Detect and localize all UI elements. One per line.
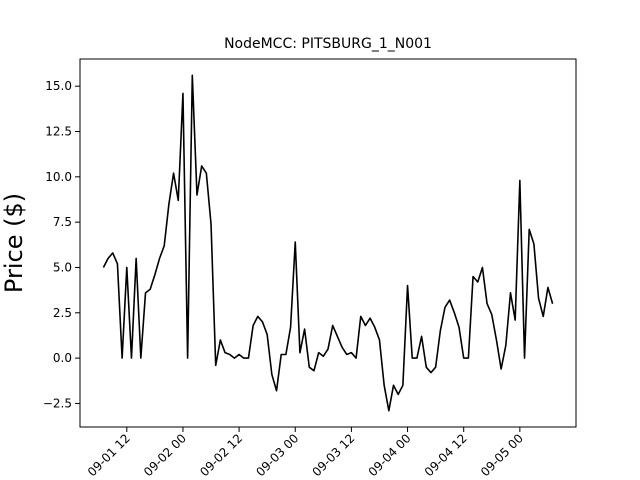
x-tick-label: 09-02 12 <box>197 431 245 479</box>
data-line <box>102 74 554 412</box>
y-tick-label: 10.0 <box>45 170 72 184</box>
y-tick-label: −2.5 <box>43 396 72 410</box>
x-tick-label: 09-02 00 <box>141 431 189 479</box>
y-tick-label: 2.5 <box>53 306 72 320</box>
plot-frame <box>79 58 577 428</box>
y-tick-label: 15.0 <box>45 79 72 93</box>
y-tick-label: 7.5 <box>53 215 72 229</box>
y-tick-label: 12.5 <box>45 125 72 139</box>
y-tick-label: 0.0 <box>53 351 72 365</box>
y-axis-label: Price ($) <box>0 193 28 293</box>
x-tick-label: 09-03 12 <box>309 431 357 479</box>
x-tick-label: 09-01 12 <box>85 431 133 479</box>
x-tick-label: 09-03 00 <box>253 431 301 479</box>
x-tick-label: 09-04 12 <box>422 431 470 479</box>
x-tick-label: 09-05 00 <box>478 431 526 479</box>
x-tick-label: 09-04 00 <box>366 431 414 479</box>
y-tick-label: 5.0 <box>53 260 72 274</box>
chart-title: NodeMCC: PITSBURG_1_N001 <box>224 36 432 52</box>
